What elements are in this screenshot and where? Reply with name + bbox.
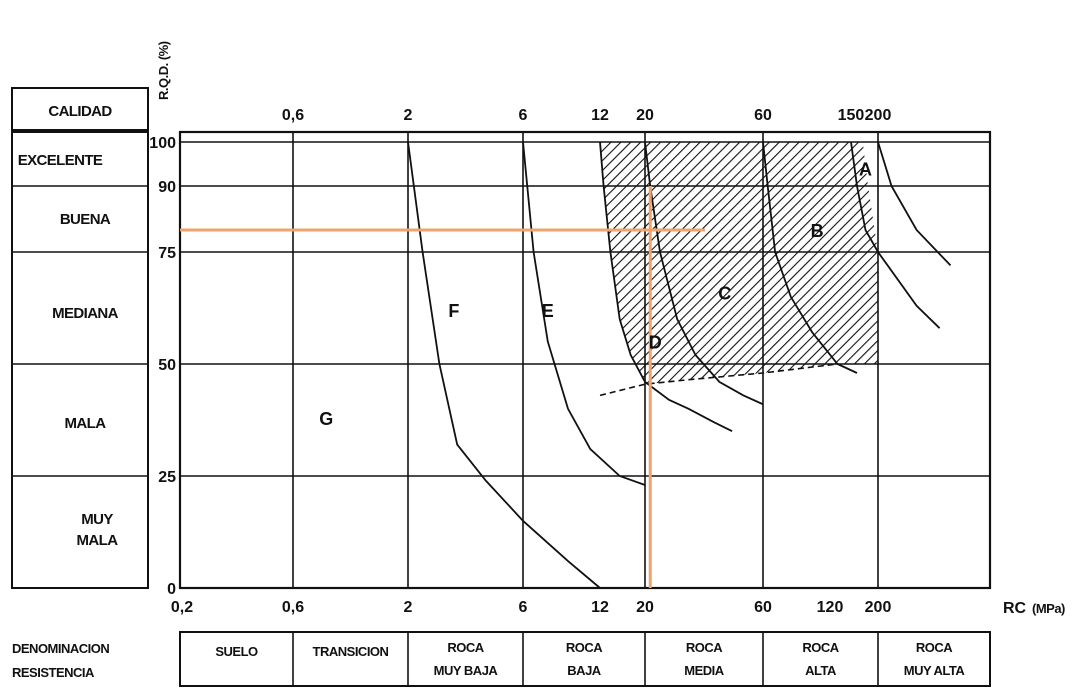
bottom-x-tick-label: 0,6 xyxy=(282,599,304,616)
resistance-header-line2: RESISTENCIA xyxy=(12,665,95,680)
boundary-curve xyxy=(407,141,601,589)
resistance-cells: SUELO TRANSICION ROCA MUY BAJA ROCA BAJA ROCA M… xyxy=(215,632,966,686)
resistance-header-line1: DENOMINACION xyxy=(12,641,109,656)
boundary-curve xyxy=(877,141,952,267)
zone-label-g: G xyxy=(319,409,333,429)
top-x-tick-label: 12 xyxy=(591,107,609,124)
bottom-x-tick-label: 120 xyxy=(817,599,844,616)
quality-buena: BUENA xyxy=(60,211,111,228)
y-tick-label: 25 xyxy=(158,469,176,486)
resistance-class-line2: MUY ALTA xyxy=(904,663,966,678)
top-x-tick-label: 20 xyxy=(636,107,654,124)
resistance-class-line1: ROCA xyxy=(566,640,603,655)
top-x-tick-label: 60 xyxy=(754,107,772,124)
y-tick-label: 90 xyxy=(158,179,176,196)
zone-label-layer: A B C D E F G xyxy=(319,159,872,428)
boundary-curve xyxy=(599,141,733,433)
zone-label-e: E xyxy=(542,301,554,321)
curve-layer xyxy=(407,141,952,589)
boundary-curve xyxy=(522,141,646,486)
resistance-class-line1: ROCA xyxy=(916,640,953,655)
bottom-x-tick-label: 60 xyxy=(754,599,772,616)
resistance-class-line1: ROCA xyxy=(447,640,484,655)
y-tick-label: 0 xyxy=(167,581,176,598)
hatched-region-layer xyxy=(600,142,878,385)
zone-label-f: F xyxy=(448,301,459,321)
resistance-class-line1: SUELO xyxy=(215,644,258,659)
top-x-tick-label: 0,6 xyxy=(282,107,304,124)
zone-label-c: C xyxy=(718,283,731,303)
bottom-x-tick-label: 20 xyxy=(636,599,654,616)
x-axis-title: RC xyxy=(1003,600,1027,617)
bottom-x-tick-label: 0,2 xyxy=(171,599,193,616)
y-tick-label: 75 xyxy=(158,245,176,262)
highlight-layer xyxy=(180,186,706,588)
resistance-table: DENOMINACION RESISTENCIA SUELO TRANSICION… xyxy=(12,631,991,687)
zone-label-a: A xyxy=(859,159,872,179)
x-axis-unit: (MPa) xyxy=(1032,601,1065,616)
top-x-tick-label: 200 xyxy=(865,107,892,124)
plot-frame xyxy=(178,130,992,590)
quality-excelente: EXCELENTE xyxy=(18,152,103,169)
y-tick-label: 50 xyxy=(158,357,176,374)
boundary-curve xyxy=(850,141,941,329)
zone-label-b: B xyxy=(811,221,824,241)
hatched-rock-region xyxy=(600,142,878,385)
resistance-class-line1: ROCA xyxy=(802,640,839,655)
bottom-x-tick-label: 2 xyxy=(404,599,413,616)
resistance-class-line2: ALTA xyxy=(805,663,837,678)
quality-muy-line1: MUY xyxy=(81,511,113,528)
resistance-class-line2: MUY BAJA xyxy=(434,663,499,678)
resistance-class-line1: ROCA xyxy=(686,640,723,655)
quality-mediana: MEDIANA xyxy=(52,305,119,322)
top-x-tick-label: 150 xyxy=(838,107,865,124)
boundary-curve xyxy=(762,141,858,374)
quality-table: CALIDAD EXCELENTE BUENA MEDIANA MALA MUY… xyxy=(11,87,149,589)
resistance-class-line2: MEDIA xyxy=(684,663,725,678)
grid-layer xyxy=(178,130,992,590)
quality-mala: MALA xyxy=(65,415,107,432)
boundary-curve xyxy=(644,141,764,406)
quality-header: CALIDAD xyxy=(48,103,112,120)
y-axis-title: R.Q.D. (%) xyxy=(156,41,171,100)
top-x-tick-label: 2 xyxy=(404,107,413,124)
bottom-x-tick-label: 6 xyxy=(519,599,528,616)
top-x-tick-label: 6 xyxy=(519,107,528,124)
dashed-boundary xyxy=(599,363,838,397)
quality-muy-line2: MALA xyxy=(77,532,119,549)
y-tick-label: 100 xyxy=(149,135,176,152)
zone-label-d: D xyxy=(649,333,662,353)
resistance-class-line1: TRANSICION xyxy=(313,644,389,659)
resistance-class-line2: BAJA xyxy=(567,663,602,678)
bottom-x-tick-label: 200 xyxy=(865,599,892,616)
bottom-x-tick-label: 12 xyxy=(591,599,609,616)
